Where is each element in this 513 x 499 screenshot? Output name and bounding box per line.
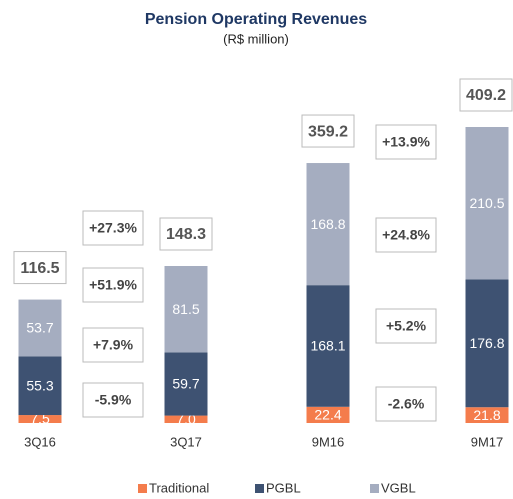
legend-label: PGBL [266, 480, 301, 495]
legend-swatch [255, 484, 264, 493]
data-label: 168.1 [310, 338, 345, 354]
legend-label: Traditional [149, 480, 209, 495]
growth-label: +27.3% [89, 220, 137, 236]
growth-box [375, 217, 437, 253]
data-label: 22.4 [314, 407, 341, 423]
growth-label: -2.6% [388, 396, 425, 412]
growth-box [82, 327, 144, 363]
bar-segment [18, 299, 62, 357]
total-box [159, 217, 213, 251]
data-label: 53.7 [26, 320, 53, 336]
legend-swatch [138, 484, 147, 493]
bar-segment [306, 163, 350, 286]
data-label: 55.3 [26, 377, 53, 393]
legend-label: VGBL [381, 480, 416, 495]
growth-label: +7.9% [93, 337, 134, 353]
growth-box [82, 382, 144, 418]
growth-label: +5.2% [386, 318, 427, 334]
bar-segment [465, 407, 509, 423]
chart-subtitle: (R$ million) [223, 31, 289, 46]
total-box [301, 114, 355, 148]
total-box [13, 251, 67, 285]
total-box [459, 78, 513, 112]
data-label: 21.8 [473, 407, 500, 423]
growth-label: -5.9% [95, 392, 132, 408]
data-label: 59.7 [172, 376, 199, 392]
growth-label: +24.8% [382, 227, 430, 243]
bar-segment [164, 266, 208, 353]
data-label: 210.5 [469, 195, 504, 211]
x-tick-label: 3Q16 [24, 434, 56, 449]
bar-segment [306, 406, 350, 423]
x-tick-label: 9M17 [471, 434, 504, 449]
growth-label: +51.9% [89, 277, 137, 293]
growth-box [375, 308, 437, 344]
growth-box [375, 124, 437, 160]
chart-title: Pension Operating Revenues [145, 11, 367, 28]
bar-segment [164, 352, 208, 416]
growth-box [375, 386, 437, 422]
total-label: 148.3 [166, 226, 206, 243]
growth-box [82, 210, 144, 246]
bar-segment [306, 285, 350, 407]
growth-box [82, 267, 144, 303]
bar-segment [465, 127, 509, 280]
bar-segment [465, 279, 509, 408]
bar-segment [18, 415, 62, 423]
growth-label: +13.9% [382, 134, 430, 150]
x-tick-label: 3Q17 [170, 434, 202, 449]
total-label: 409.2 [466, 87, 506, 104]
x-tick-label: 9M16 [312, 434, 345, 449]
bar-segment [164, 415, 208, 423]
legend-swatch [370, 484, 379, 493]
data-label: 168.8 [310, 216, 345, 232]
total-label: 359.2 [308, 123, 348, 140]
data-label: 81.5 [172, 301, 199, 317]
data-label: 176.8 [469, 335, 504, 351]
total-label: 116.5 [20, 260, 59, 277]
bar-segment [18, 356, 62, 416]
